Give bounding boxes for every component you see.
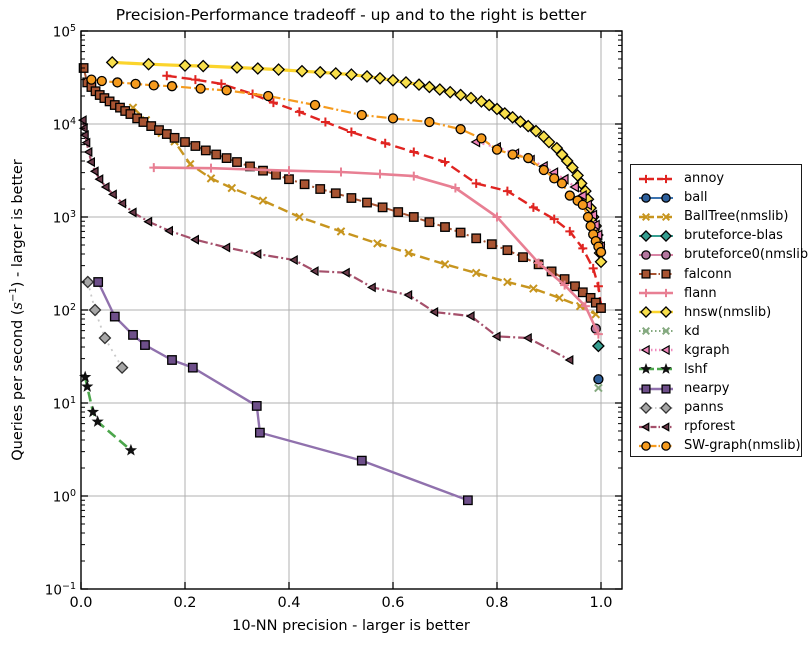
legend-label: bruteforce-blas xyxy=(684,228,783,244)
x-tick-label: 0.8 xyxy=(485,595,509,611)
y-tick-label: 102 xyxy=(52,302,76,320)
y-axis-label: Queries per second (s−1) - larger is bet… xyxy=(8,159,26,460)
series-lshf xyxy=(79,370,138,456)
legend-label: nearpy xyxy=(684,381,730,397)
legend-item-kgraph: kgraph xyxy=(631,341,801,360)
y-tick-label: 103 xyxy=(52,209,76,227)
legend-label: annoy xyxy=(684,171,725,187)
legend-item-ball: ball xyxy=(631,188,801,207)
axes xyxy=(80,30,623,590)
y-axis-label-exponent: −1 xyxy=(8,287,20,303)
legend-item-hnsw(nmslib): hnsw(nmslib) xyxy=(631,303,801,322)
legend-item-nearpy: nearpy xyxy=(631,379,801,398)
legend-marker-panns xyxy=(639,401,673,414)
legend-marker-kd xyxy=(639,327,673,336)
legend-marker-lshf xyxy=(639,363,673,375)
legend-item-lshf: lshf xyxy=(631,360,801,379)
legend-item-panns: panns xyxy=(631,398,801,417)
legend-item-bruteforce0(nmslib): bruteforce0(nmslib) xyxy=(631,245,808,264)
series-kd xyxy=(594,383,603,393)
legend-item-BallTree(nmslib): BallTree(nmslib) xyxy=(631,207,801,226)
series-panns xyxy=(81,275,129,375)
series-bruteforce-blas xyxy=(591,339,605,353)
y-tick-label: 101 xyxy=(52,395,76,413)
series-nearpy xyxy=(93,277,473,506)
y-axis-label-text: Queries per second ( xyxy=(9,309,26,461)
y-tick-label: 10−1 xyxy=(44,581,76,599)
y-tick-label: 100 xyxy=(52,488,76,506)
series-ball xyxy=(593,374,604,385)
legend-label: kd xyxy=(684,323,700,339)
legend: annoy ball BallTree(nmslib) bruteforce-blas… xyxy=(630,164,808,457)
legend-label: SW-graph(nmslib) xyxy=(684,438,801,454)
x-tick-label: 0.0 xyxy=(69,595,93,611)
legend-label: rpforest xyxy=(684,419,736,435)
legend-marker-bruteforce-blas xyxy=(639,229,673,242)
legend-label: falconn xyxy=(684,266,732,282)
legend-item-flann: flann xyxy=(631,284,801,303)
legend-marker-nearpy xyxy=(639,384,673,394)
series-rpforest xyxy=(77,115,574,366)
gridlines xyxy=(81,31,622,589)
x-axis-label: 10-NN precision - larger is better xyxy=(232,618,470,634)
legend-marker-kgraph xyxy=(639,345,673,356)
series-BallTree(nmslib) xyxy=(128,103,601,319)
y-axis-label-variable: s xyxy=(9,302,26,310)
series-flann xyxy=(149,163,603,339)
legend-item-annoy: annoy xyxy=(631,169,801,188)
legend-marker-flann xyxy=(639,288,673,298)
legend-item-rpforest: rpforest xyxy=(631,417,801,436)
legend-marker-hnsw(nmslib) xyxy=(639,306,673,319)
y-tick-label: 104 xyxy=(52,116,76,134)
legend-marker-ball xyxy=(639,192,673,203)
series-SW-graph(nmslib) xyxy=(86,74,607,258)
x-tick-label: 0.2 xyxy=(173,595,197,611)
legend-label: hnsw(nmslib) xyxy=(684,304,772,320)
chart-title: Precision-Performance tradeoff - up and … xyxy=(115,6,587,24)
y-tick-label: 105 xyxy=(52,23,76,41)
legend-label: ball xyxy=(684,190,708,206)
legend-marker-falconn xyxy=(639,269,673,279)
x-tick-label: 0.6 xyxy=(381,595,405,611)
legend-label: lshf xyxy=(684,361,708,377)
legend-label: BallTree(nmslib) xyxy=(684,209,789,225)
legend-label: panns xyxy=(684,400,724,416)
x-tick-label: 0.4 xyxy=(277,595,301,611)
legend-label: bruteforce0(nmslib) xyxy=(684,247,808,263)
legend-marker-BallTree(nmslib) xyxy=(639,212,673,221)
legend-item-falconn: falconn xyxy=(631,264,801,283)
legend-marker-rpforest xyxy=(639,422,673,432)
legend-marker-annoy xyxy=(639,174,673,183)
x-tick-label: 1.0 xyxy=(589,595,613,611)
y-axis-label-suffix: ) - larger is better xyxy=(9,159,26,288)
series-falconn xyxy=(78,63,606,313)
legend-marker-SW-graph(nmslib) xyxy=(639,441,673,451)
legend-item-kd: kd xyxy=(631,322,801,341)
legend-item-SW-graph(nmslib): SW-graph(nmslib) xyxy=(631,436,801,455)
series-kgraph xyxy=(470,136,605,253)
legend-marker-bruteforce0(nmslib) xyxy=(639,250,673,260)
legend-item-bruteforce-blas: bruteforce-blas xyxy=(631,226,801,245)
legend-label: flann xyxy=(684,285,717,301)
legend-label: kgraph xyxy=(684,342,730,358)
